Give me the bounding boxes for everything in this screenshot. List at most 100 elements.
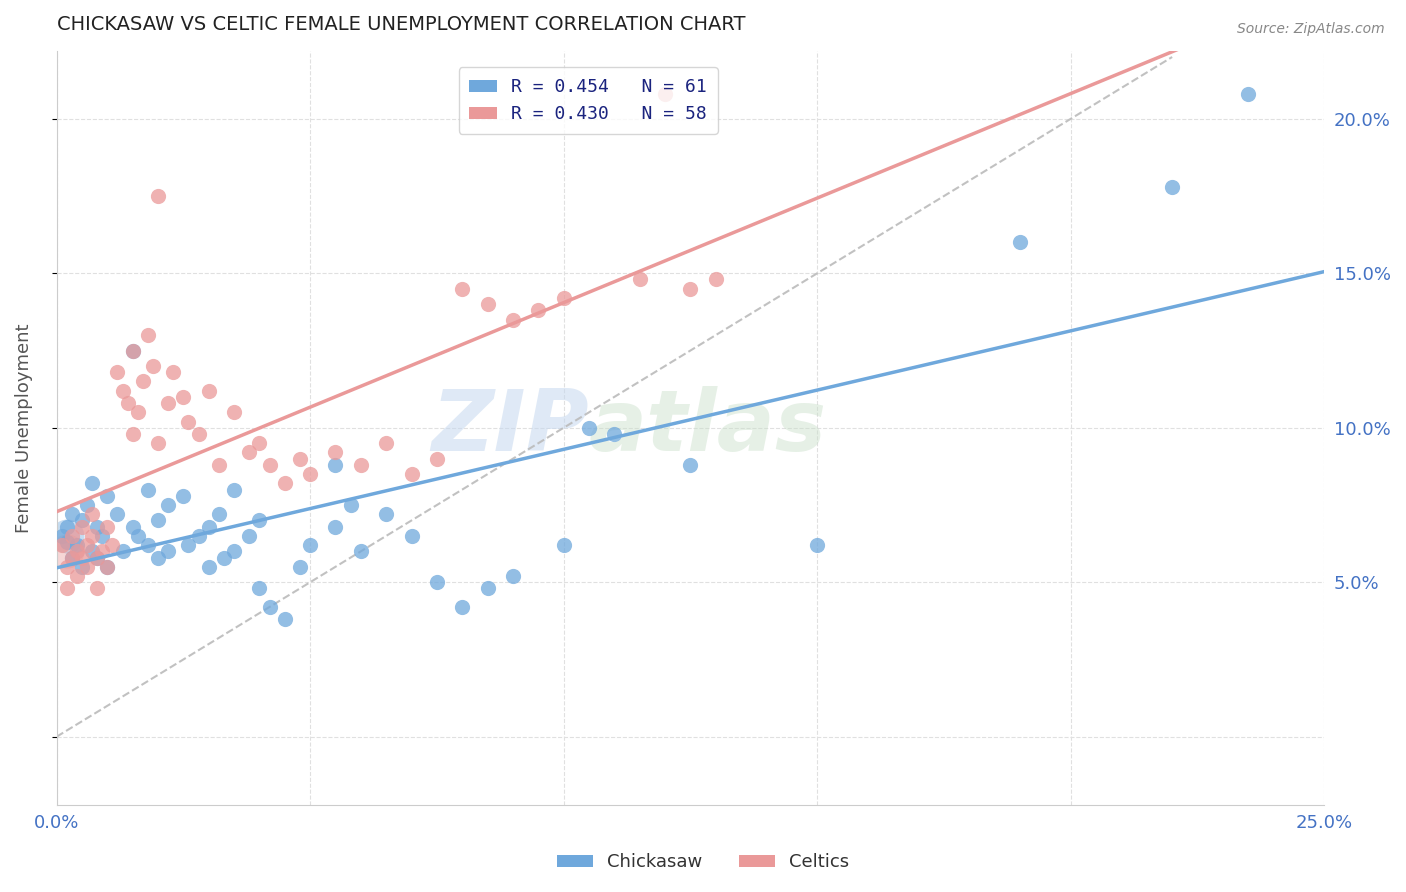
Point [325, 458, 347, 472]
Point [187, 426, 209, 441]
Point [55, 529, 77, 543]
Point [70, 519, 93, 533]
Point [142, 359, 165, 373]
Point [679, 282, 702, 296]
Point [82, 529, 104, 543]
Point [60, 550, 83, 565]
Point [82, 544, 104, 558]
Point [238, 529, 260, 543]
Point [96, 559, 118, 574]
Point [117, 396, 139, 410]
Point [157, 498, 180, 512]
Legend: R = 0.454   N = 61, R = 0.430   N = 58: R = 0.454 N = 61, R = 0.430 N = 58 [458, 68, 717, 134]
Point [527, 303, 550, 318]
Point [375, 508, 398, 522]
Point [1237, 87, 1260, 101]
Point [86, 582, 108, 596]
Text: Source: ZipAtlas.com: Source: ZipAtlas.com [1237, 22, 1385, 37]
Point [704, 272, 727, 286]
Point [249, 436, 271, 450]
Point [157, 396, 180, 410]
Point [238, 445, 260, 459]
Point [136, 538, 159, 552]
Point [553, 291, 575, 305]
Point [55, 559, 77, 574]
Point [146, 436, 169, 450]
Point [55, 544, 77, 558]
Point [806, 538, 828, 552]
Point [288, 451, 311, 466]
Point [477, 582, 499, 596]
Point [426, 575, 449, 590]
Point [66, 538, 89, 552]
Point [136, 328, 159, 343]
Y-axis label: Female Unemployment: Female Unemployment [15, 323, 32, 533]
Point [55, 519, 77, 533]
Point [70, 513, 93, 527]
Point [107, 365, 129, 379]
Point [82, 476, 104, 491]
Point [654, 87, 676, 101]
Point [55, 535, 77, 549]
Point [146, 513, 169, 527]
Text: ZIP: ZIP [432, 386, 589, 469]
Text: CHICKASAW VS CELTIC FEMALE UNEMPLOYMENT CORRELATION CHART: CHICKASAW VS CELTIC FEMALE UNEMPLOYMENT … [56, 15, 745, 34]
Point [249, 513, 271, 527]
Point [66, 544, 89, 558]
Point [401, 467, 423, 482]
Point [1161, 179, 1184, 194]
Point [86, 519, 108, 533]
Point [502, 569, 524, 583]
Point [96, 489, 118, 503]
Point [288, 559, 311, 574]
Point [451, 599, 474, 614]
Point [162, 365, 184, 379]
Point [325, 445, 347, 459]
Point [177, 415, 200, 429]
Point [146, 550, 169, 565]
Point [222, 405, 245, 419]
Point [177, 538, 200, 552]
Point [197, 559, 219, 574]
Point [401, 529, 423, 543]
Point [208, 508, 231, 522]
Point [86, 550, 108, 565]
Point [136, 483, 159, 497]
Point [197, 519, 219, 533]
Point [76, 498, 98, 512]
Legend: Chickasaw, Celtics: Chickasaw, Celtics [550, 847, 856, 879]
Point [208, 458, 231, 472]
Point [325, 519, 347, 533]
Point [222, 544, 245, 558]
Point [60, 508, 83, 522]
Point [66, 569, 89, 583]
Point [127, 529, 149, 543]
Point [121, 343, 143, 358]
Point [76, 559, 98, 574]
Point [259, 458, 281, 472]
Point [96, 519, 118, 533]
Point [628, 272, 651, 286]
Point [76, 538, 98, 552]
Point [82, 508, 104, 522]
Point [187, 529, 209, 543]
Point [121, 343, 143, 358]
Point [259, 599, 281, 614]
Point [55, 582, 77, 596]
Point [111, 544, 134, 558]
Point [299, 467, 322, 482]
Point [60, 529, 83, 543]
Point [299, 538, 322, 552]
Point [477, 297, 499, 311]
Point [274, 476, 297, 491]
Point [451, 282, 474, 296]
Point [375, 436, 398, 450]
Point [553, 538, 575, 552]
Point [70, 559, 93, 574]
Point [578, 421, 600, 435]
Point [679, 458, 702, 472]
Point [60, 550, 83, 565]
Point [222, 483, 245, 497]
Point [146, 189, 169, 203]
Point [157, 544, 180, 558]
